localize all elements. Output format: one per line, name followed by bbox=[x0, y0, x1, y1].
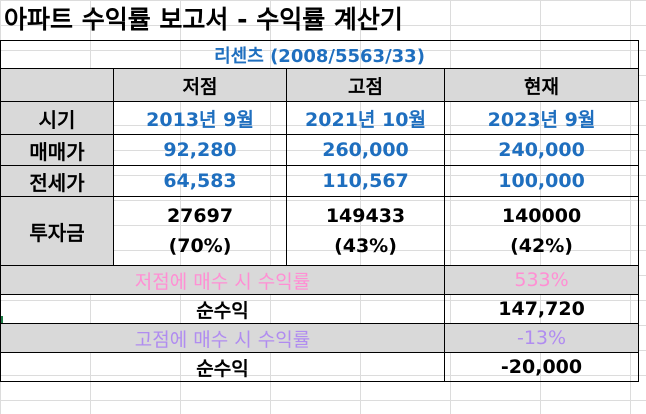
high-buy-yield-value[interactable]: -13% bbox=[443, 323, 640, 353]
investment-ratio: (70%) bbox=[168, 235, 232, 257]
investment-amount: 140000 bbox=[501, 205, 582, 227]
yield-calculator-table: 리센츠 (2008/5563/33) 저점 고점 현재 시기 2013년 9월 … bbox=[0, 40, 640, 382]
report-title: 아파트 수익률 보고서 - 수익률 계산기 bbox=[4, 5, 403, 34]
row-label-period[interactable]: 시기 bbox=[0, 101, 114, 135]
investment-amount: 27697 bbox=[166, 205, 234, 227]
col-header-high[interactable]: 고점 bbox=[286, 68, 445, 102]
investment-ratio: (42%) bbox=[510, 235, 573, 257]
row-label-sale[interactable]: 매매가 bbox=[0, 134, 114, 166]
low-buy-net-label[interactable]: 순수익 bbox=[0, 294, 445, 324]
period-high-cell[interactable]: 2021년 10월 bbox=[286, 101, 445, 135]
row-label-jeonse[interactable]: 전세가 bbox=[0, 165, 114, 197]
sale-current-cell[interactable]: 240,000 bbox=[443, 134, 640, 166]
high-buy-yield-label[interactable]: 고점에 매수 시 수익률 bbox=[0, 323, 445, 353]
investment-low-cell[interactable]: 27697 (70%) bbox=[113, 196, 287, 266]
corner-cell[interactable] bbox=[0, 68, 114, 102]
investment-current-cell[interactable]: 140000 (42%) bbox=[443, 196, 640, 266]
investment-amount: 149433 bbox=[325, 205, 406, 227]
low-buy-net-value[interactable]: 147,720 bbox=[443, 294, 640, 324]
col-header-low[interactable]: 저점 bbox=[113, 68, 287, 102]
row-label-investment[interactable]: 투자금 bbox=[0, 196, 114, 266]
period-low-cell[interactable]: 2013년 9월 bbox=[113, 101, 287, 135]
low-buy-yield-value[interactable]: 533% bbox=[443, 265, 640, 295]
jeonse-high-cell[interactable]: 110,567 bbox=[286, 165, 445, 197]
sale-low-cell[interactable]: 92,280 bbox=[113, 134, 287, 166]
investment-high-cell[interactable]: 149433 (43%) bbox=[286, 196, 445, 266]
low-buy-yield-label[interactable]: 저점에 매수 시 수익률 bbox=[0, 265, 445, 295]
high-buy-net-value[interactable]: -20,000 bbox=[443, 352, 640, 382]
jeonse-low-cell[interactable]: 64,583 bbox=[113, 165, 287, 197]
investment-ratio: (43%) bbox=[334, 235, 397, 257]
period-current-cell[interactable]: 2023년 9월 bbox=[443, 101, 640, 135]
col-header-current[interactable]: 현재 bbox=[443, 68, 640, 102]
apartment-name-cell[interactable]: 리센츠 (2008/5563/33) bbox=[0, 40, 640, 69]
jeonse-current-cell[interactable]: 100,000 bbox=[443, 165, 640, 197]
high-buy-net-label[interactable]: 순수익 bbox=[0, 352, 445, 382]
sale-high-cell[interactable]: 260,000 bbox=[286, 134, 445, 166]
